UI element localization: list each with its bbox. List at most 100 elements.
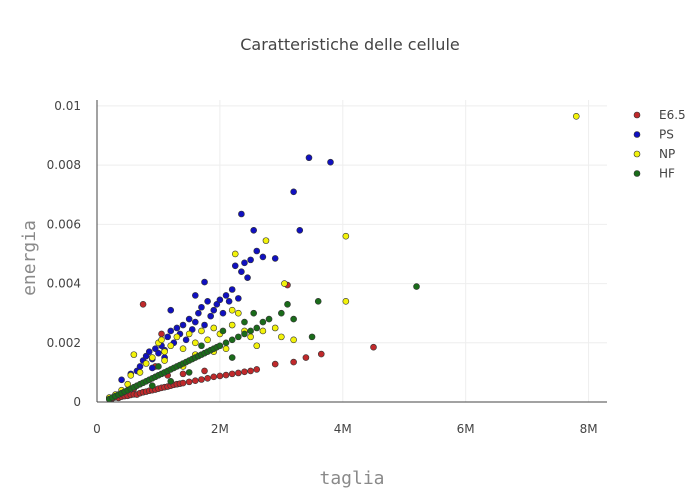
data-point [259, 318, 267, 326]
data-point [219, 327, 227, 335]
data-point [241, 318, 248, 326]
data-point [167, 342, 175, 350]
data-point [241, 259, 248, 267]
data-point [158, 330, 165, 338]
data-point [136, 363, 144, 370]
data-point [216, 372, 224, 380]
data-point [290, 336, 297, 344]
data-point [281, 280, 288, 287]
data-point [259, 327, 267, 335]
data-point [247, 256, 254, 264]
data-point [241, 368, 248, 376]
legend-label: PS [659, 128, 674, 142]
data-point [155, 363, 162, 370]
data-point [152, 345, 159, 353]
data-point [149, 354, 156, 361]
data-point [247, 367, 254, 375]
data-point [231, 250, 239, 258]
data-point [271, 255, 279, 262]
data-point [216, 342, 224, 350]
data-point [179, 345, 187, 353]
data-point [228, 286, 236, 293]
data-point [228, 306, 236, 314]
data-point [253, 247, 261, 255]
data-point [192, 318, 199, 326]
data-point [167, 327, 175, 335]
legend-item[interactable]: PS [633, 128, 674, 142]
data-point [228, 321, 236, 329]
data-point [216, 296, 224, 304]
data-point [238, 268, 245, 276]
x-tick-label: 0 [93, 422, 101, 436]
x-tick-label: 2M [211, 422, 229, 436]
data-point [198, 303, 205, 311]
data-point [142, 352, 150, 360]
y-tick-label: 0.01 [54, 99, 81, 113]
data-points [105, 112, 580, 403]
data-point [149, 382, 156, 390]
data-point [265, 315, 273, 323]
legend-item[interactable]: E6.5 [633, 108, 686, 122]
data-point [179, 370, 187, 378]
data-point [241, 330, 248, 338]
x-tick-label: 8M [580, 422, 598, 436]
data-point [192, 292, 199, 299]
tick-labels: 0 0.002 0.004 0.006 0.008 0.01 0 2M 4M 6M 8M [47, 99, 598, 436]
legend[interactable]: E6.5 PS NP HF [633, 108, 686, 181]
data-point [164, 333, 171, 341]
data-point [228, 354, 236, 361]
data-point [342, 232, 350, 240]
data-point [198, 327, 205, 335]
legend-label: NP [659, 147, 675, 161]
y-tick-label: 0.006 [47, 217, 81, 231]
data-point [145, 348, 153, 355]
data-point [198, 376, 205, 383]
legend-label: E6.5 [659, 108, 686, 122]
data-point [158, 336, 165, 344]
data-point [327, 158, 334, 166]
data-point [155, 349, 162, 357]
data-point [173, 333, 181, 341]
legend-item[interactable]: NP [633, 147, 675, 161]
data-point [198, 342, 205, 350]
legend-marker [633, 131, 641, 138]
legend-label: HF [659, 167, 675, 181]
data-point [179, 379, 187, 387]
axes [96, 100, 607, 403]
data-point [118, 376, 125, 384]
legend-marker [633, 111, 641, 119]
series-hf [105, 283, 420, 403]
data-point [572, 112, 580, 120]
data-point [244, 274, 251, 281]
data-point [139, 300, 147, 308]
data-point [247, 327, 254, 335]
data-point [207, 312, 214, 320]
data-point [204, 336, 211, 344]
data-point [314, 298, 322, 305]
data-point [305, 154, 313, 162]
legend-item[interactable]: HF [633, 167, 675, 181]
data-point [127, 372, 135, 379]
data-point [247, 333, 254, 341]
x-tick-label: 6M [457, 422, 475, 436]
data-point [195, 309, 202, 317]
data-point [278, 333, 285, 341]
data-point [222, 345, 230, 353]
data-point [201, 278, 208, 286]
data-point [213, 300, 221, 308]
data-point [210, 306, 218, 314]
data-point [167, 306, 175, 314]
data-point [225, 298, 233, 305]
data-point [271, 324, 279, 332]
data-point [250, 226, 257, 234]
data-point [210, 373, 218, 381]
legend-marker [633, 150, 641, 158]
data-point [370, 343, 377, 351]
series-ps [118, 154, 334, 384]
data-point [290, 188, 297, 196]
data-point [185, 330, 193, 338]
data-point [201, 321, 208, 329]
data-point [253, 366, 261, 373]
data-point [308, 333, 316, 341]
data-point [192, 339, 199, 347]
